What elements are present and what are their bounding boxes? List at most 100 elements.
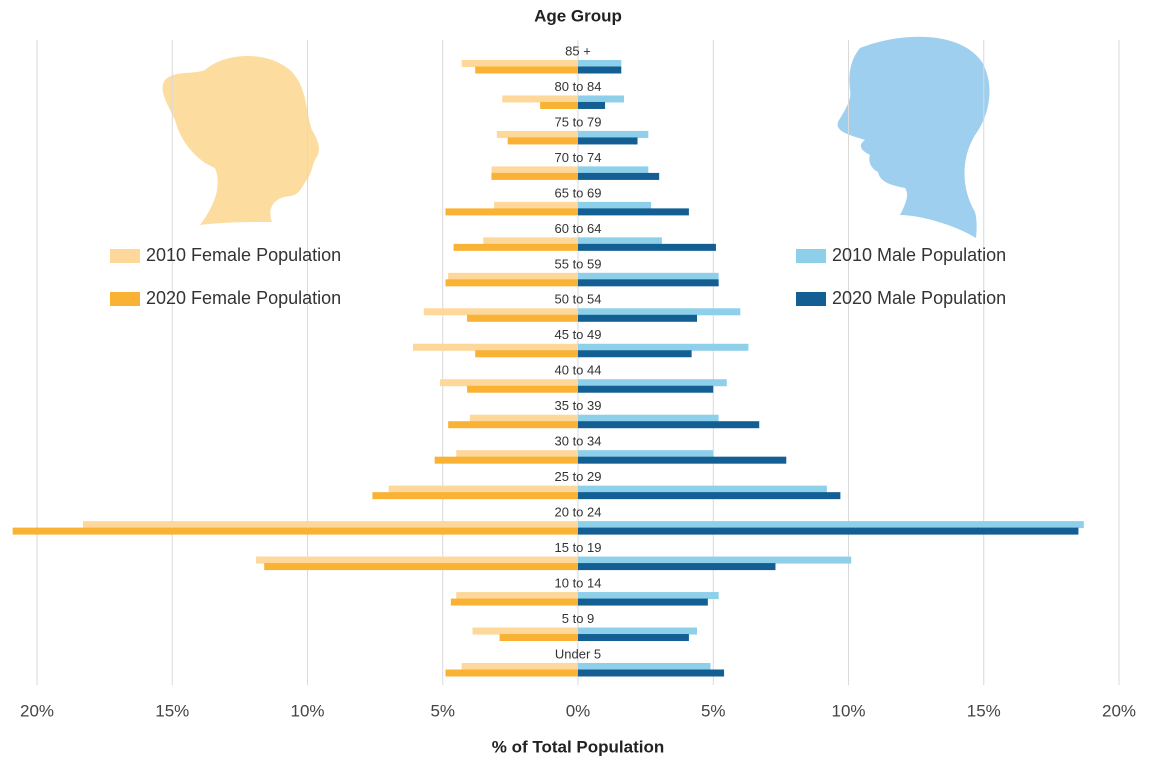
category-label: 55 to 59 — [555, 256, 602, 271]
bar — [578, 485, 827, 493]
legend-swatch — [110, 292, 140, 306]
bar — [578, 60, 622, 67]
category-label: 75 to 79 — [555, 114, 602, 129]
bar — [578, 592, 719, 600]
bar — [461, 663, 578, 670]
bar — [483, 237, 578, 245]
bar — [445, 669, 578, 677]
bar — [467, 385, 578, 393]
category-label: 35 to 39 — [555, 398, 602, 413]
bar — [578, 279, 719, 287]
bar — [507, 137, 578, 145]
bar — [472, 627, 578, 635]
bar — [578, 556, 852, 564]
category-label: 65 to 69 — [555, 185, 602, 200]
bar — [491, 172, 578, 180]
category-label: Under 5 — [555, 646, 601, 661]
category-label: 25 to 29 — [555, 469, 602, 484]
bar — [434, 456, 578, 464]
x-tick-label: 15% — [967, 701, 1001, 720]
bar — [453, 243, 578, 251]
category-label: 30 to 34 — [555, 434, 602, 449]
bar — [445, 279, 578, 287]
bar — [578, 308, 741, 316]
bar — [578, 95, 624, 103]
x-tick-label: 0% — [566, 701, 591, 720]
bar — [412, 343, 578, 351]
category-label: 5 to 9 — [562, 611, 595, 626]
bar — [578, 101, 606, 109]
bar — [578, 521, 1084, 529]
bar — [491, 166, 578, 174]
bar — [456, 450, 578, 458]
x-tick-label: 15% — [155, 701, 189, 720]
legend-swatch — [110, 249, 140, 263]
x-tick-label: 10% — [290, 701, 324, 720]
bar — [448, 421, 578, 429]
bar — [578, 208, 689, 216]
x-tick-label: 20% — [20, 701, 54, 720]
bar — [578, 456, 787, 464]
bar — [578, 237, 662, 245]
bar — [578, 634, 689, 642]
bar — [578, 166, 649, 174]
category-label: 60 to 64 — [555, 221, 602, 236]
bar — [578, 314, 698, 322]
legend-label: 2010 Male Population — [832, 245, 1006, 265]
category-label: 40 to 44 — [555, 363, 602, 378]
bar — [578, 201, 652, 209]
bar — [540, 101, 578, 109]
bar — [445, 208, 578, 216]
bar — [388, 485, 578, 493]
bar — [496, 130, 578, 138]
bar — [256, 556, 578, 564]
bar — [423, 308, 578, 316]
bar — [578, 492, 841, 500]
category-label: 70 to 74 — [555, 150, 602, 165]
bar — [578, 663, 711, 670]
bar — [578, 66, 622, 74]
bar — [461, 60, 578, 67]
x-tick-label: 5% — [701, 701, 726, 720]
bar — [578, 669, 725, 677]
bar — [578, 130, 649, 138]
bar — [469, 414, 578, 422]
category-label: 50 to 54 — [555, 292, 602, 307]
bar — [264, 563, 578, 571]
bar — [467, 314, 578, 322]
x-tick-label: 5% — [430, 701, 455, 720]
bar — [578, 243, 716, 251]
category-label: 15 to 19 — [555, 540, 602, 555]
bar — [578, 385, 714, 393]
category-label: 45 to 49 — [555, 327, 602, 342]
legend-label: 2020 Male Population — [832, 288, 1006, 308]
bar — [494, 201, 578, 209]
bar — [578, 379, 727, 387]
bar — [475, 350, 578, 358]
bar — [578, 414, 719, 422]
legend-swatch — [796, 292, 826, 306]
bar — [499, 634, 578, 642]
bar — [502, 95, 578, 103]
bar — [578, 627, 698, 635]
x-axis-label: % of Total Population — [492, 737, 665, 756]
bar — [578, 272, 719, 280]
category-label: 80 to 84 — [555, 79, 602, 94]
bar — [372, 492, 578, 500]
x-tick-label: 10% — [831, 701, 865, 720]
bar — [450, 598, 578, 606]
legend-label: 2010 Female Population — [146, 245, 341, 265]
legend-label: 2020 Female Population — [146, 288, 341, 308]
bar — [578, 350, 692, 358]
legend-swatch — [796, 249, 826, 263]
bar — [12, 527, 578, 535]
bar — [475, 66, 578, 74]
bar — [448, 272, 578, 280]
bar — [578, 563, 776, 571]
female-silhouette — [162, 56, 319, 225]
x-tick-label: 20% — [1102, 701, 1136, 720]
bar — [456, 592, 578, 600]
bar — [578, 450, 714, 458]
bar — [82, 521, 579, 529]
